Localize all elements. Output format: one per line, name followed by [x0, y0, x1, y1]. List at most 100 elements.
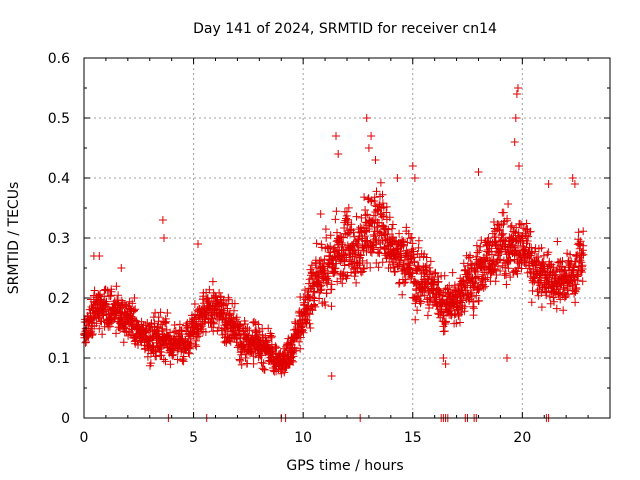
- y-tick-label: 0.3: [48, 231, 70, 247]
- data-point: [340, 261, 349, 270]
- data-point: [519, 224, 528, 233]
- data-point: [205, 285, 214, 294]
- data-point: [505, 257, 514, 266]
- data-point: [327, 372, 336, 380]
- data-point: [378, 213, 387, 221]
- data-point: [97, 317, 106, 326]
- data-point: [410, 174, 419, 182]
- data-point: [209, 327, 218, 336]
- chart-title: Day 141 of 2024, SRMTID for receiver cn1…: [193, 21, 497, 37]
- data-point: [260, 365, 269, 374]
- data-point: [487, 250, 496, 259]
- data-point: [378, 237, 387, 245]
- data-point: [578, 265, 587, 273]
- data-point: [506, 273, 515, 282]
- data-point: [254, 320, 263, 329]
- data-point: [357, 251, 365, 259]
- data-point: [82, 338, 91, 346]
- data-point: [408, 268, 417, 277]
- data-point: [577, 266, 585, 275]
- data-point: [479, 283, 488, 292]
- data-point: [95, 324, 104, 333]
- data-point: [175, 320, 184, 329]
- data-point: [434, 277, 443, 286]
- data-point: [416, 292, 425, 300]
- data-point: [223, 304, 232, 313]
- x-tick-label: 20: [513, 430, 531, 446]
- data-point: [489, 266, 498, 275]
- data-point: [232, 315, 241, 324]
- data-point: [408, 162, 417, 170]
- data-point: [309, 288, 318, 297]
- data-point: [363, 210, 372, 219]
- data-point: [334, 150, 343, 158]
- data-point: [417, 297, 425, 306]
- data-point: [158, 216, 167, 224]
- data-point: [168, 351, 177, 360]
- data-point: [572, 283, 581, 292]
- data-point: [237, 360, 246, 369]
- data-point: [537, 303, 546, 312]
- data-point: [361, 226, 370, 235]
- data-point: [194, 240, 202, 248]
- data-point: [506, 223, 515, 231]
- data-point: [442, 317, 450, 326]
- data-point: [382, 202, 391, 211]
- data-point: [472, 241, 481, 250]
- data-point: [352, 278, 361, 287]
- data-point: [530, 277, 539, 286]
- data-point: [474, 168, 483, 176]
- data-point: [94, 312, 103, 321]
- data-point: [257, 358, 266, 367]
- data-point: [292, 346, 301, 355]
- data-point: [533, 287, 542, 296]
- data-point: [332, 207, 341, 216]
- data-point: [152, 352, 161, 361]
- data-point: [369, 211, 378, 220]
- data-point: [311, 302, 320, 311]
- data-point: [400, 279, 408, 287]
- data-point: [413, 306, 422, 315]
- y-tick-label: 0.1: [48, 351, 70, 367]
- data-point: [568, 174, 577, 182]
- data-point: [333, 228, 341, 237]
- data-point: [407, 233, 416, 242]
- data-point: [166, 360, 175, 369]
- data-point: [399, 241, 408, 250]
- data-point: [517, 264, 526, 273]
- data-point: [526, 227, 535, 236]
- data-point: [544, 275, 553, 284]
- data-point: [250, 317, 259, 326]
- data-point: [374, 248, 383, 257]
- data-point: [177, 326, 186, 335]
- y-tick-label: 0.6: [48, 51, 70, 67]
- data-point: [92, 319, 101, 328]
- data-point: [362, 114, 371, 122]
- data-point: [556, 295, 565, 304]
- data-point: [169, 350, 178, 359]
- data-point: [448, 268, 457, 277]
- data-point: [128, 299, 137, 308]
- data-point: [328, 260, 337, 269]
- data-point: [476, 242, 485, 251]
- data-point: [479, 274, 488, 283]
- data-point: [307, 261, 316, 270]
- data-point: [474, 286, 483, 295]
- data-point: [305, 319, 314, 328]
- data-point: [426, 267, 435, 276]
- data-point: [112, 282, 121, 291]
- data-point: [208, 314, 217, 323]
- data-point: [356, 228, 365, 237]
- data-point: [88, 330, 97, 338]
- data-point: [299, 328, 308, 337]
- data-point: [496, 267, 505, 275]
- data-point: [491, 227, 499, 236]
- data-point: [440, 271, 449, 280]
- data-point: [327, 280, 336, 289]
- data-point: [550, 297, 558, 306]
- data-point: [469, 302, 477, 311]
- data-point: [491, 233, 500, 242]
- data-point: [343, 207, 351, 216]
- data-point: [512, 90, 521, 98]
